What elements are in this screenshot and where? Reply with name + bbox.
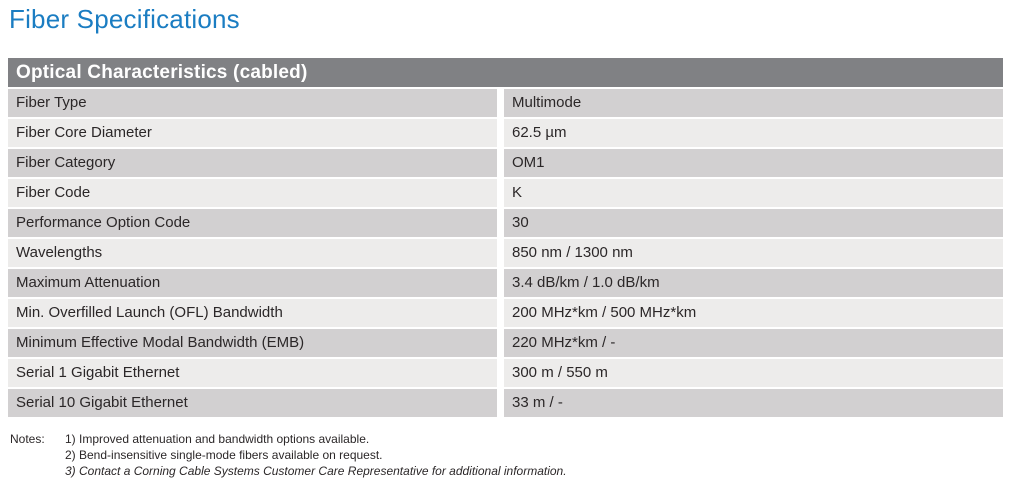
spec-value: 3.4 dB/km / 1.0 dB/km: [504, 269, 1003, 297]
spec-value: 62.5 µm: [504, 119, 1003, 147]
spec-label: Minimum Effective Modal Bandwidth (EMB): [8, 329, 497, 357]
note-line: 2) Bend-insensitive single-mode fibers a…: [65, 448, 383, 462]
table-row: Fiber Type Multimode: [8, 89, 1003, 117]
spec-value: 850 nm / 1300 nm: [504, 239, 1003, 267]
spec-value: 200 MHz*km / 500 MHz*km: [504, 299, 1003, 327]
spec-label: Performance Option Code: [8, 209, 497, 237]
optical-characteristics-table: Optical Characteristics (cabled) Fiber T…: [8, 58, 1003, 419]
spec-label: Serial 1 Gigabit Ethernet: [8, 359, 497, 387]
spec-label: Fiber Code: [8, 179, 497, 207]
spec-label: Maximum Attenuation: [8, 269, 497, 297]
spec-value: 30: [504, 209, 1003, 237]
table-body: Fiber Type Multimode Fiber Core Diameter…: [8, 89, 1003, 417]
table-row: Maximum Attenuation 3.4 dB/km / 1.0 dB/k…: [8, 269, 1003, 297]
spec-label: Wavelengths: [8, 239, 497, 267]
table-row: Performance Option Code 30: [8, 209, 1003, 237]
note-line: 3) Contact a Corning Cable Systems Custo…: [65, 464, 567, 478]
spec-label: Min. Overfilled Launch (OFL) Bandwidth: [8, 299, 497, 327]
table-row: Serial 1 Gigabit Ethernet 300 m / 550 m: [8, 359, 1003, 387]
table-header: Optical Characteristics (cabled): [8, 58, 1003, 87]
page-title: Fiber Specifications: [9, 4, 240, 34]
note-line: 1) Improved attenuation and bandwidth op…: [65, 432, 370, 446]
table-row: Fiber Core Diameter 62.5 µm: [8, 119, 1003, 147]
spec-label: Fiber Type: [8, 89, 497, 117]
table-row: Wavelengths 850 nm / 1300 nm: [8, 239, 1003, 267]
notes-list: 1) Improved attenuation and bandwidth op…: [65, 431, 567, 479]
table-row: Fiber Code K: [8, 179, 1003, 207]
spec-label: Serial 10 Gigabit Ethernet: [8, 389, 497, 417]
table-row: Fiber Category OM1: [8, 149, 1003, 177]
spec-value: K: [504, 179, 1003, 207]
spec-value: Multimode: [504, 89, 1003, 117]
spec-value: 300 m / 550 m: [504, 359, 1003, 387]
spec-value: OM1: [504, 149, 1003, 177]
table-row: Minimum Effective Modal Bandwidth (EMB) …: [8, 329, 1003, 357]
spec-label: Fiber Category: [8, 149, 497, 177]
notes-section: Notes: 1) Improved attenuation and bandw…: [10, 431, 567, 479]
table-row: Min. Overfilled Launch (OFL) Bandwidth 2…: [8, 299, 1003, 327]
table-row: Serial 10 Gigabit Ethernet 33 m / -: [8, 389, 1003, 417]
notes-label: Notes:: [10, 432, 45, 446]
spec-label: Fiber Core Diameter: [8, 119, 497, 147]
spec-value: 220 MHz*km / -: [504, 329, 1003, 357]
spec-value: 33 m / -: [504, 389, 1003, 417]
